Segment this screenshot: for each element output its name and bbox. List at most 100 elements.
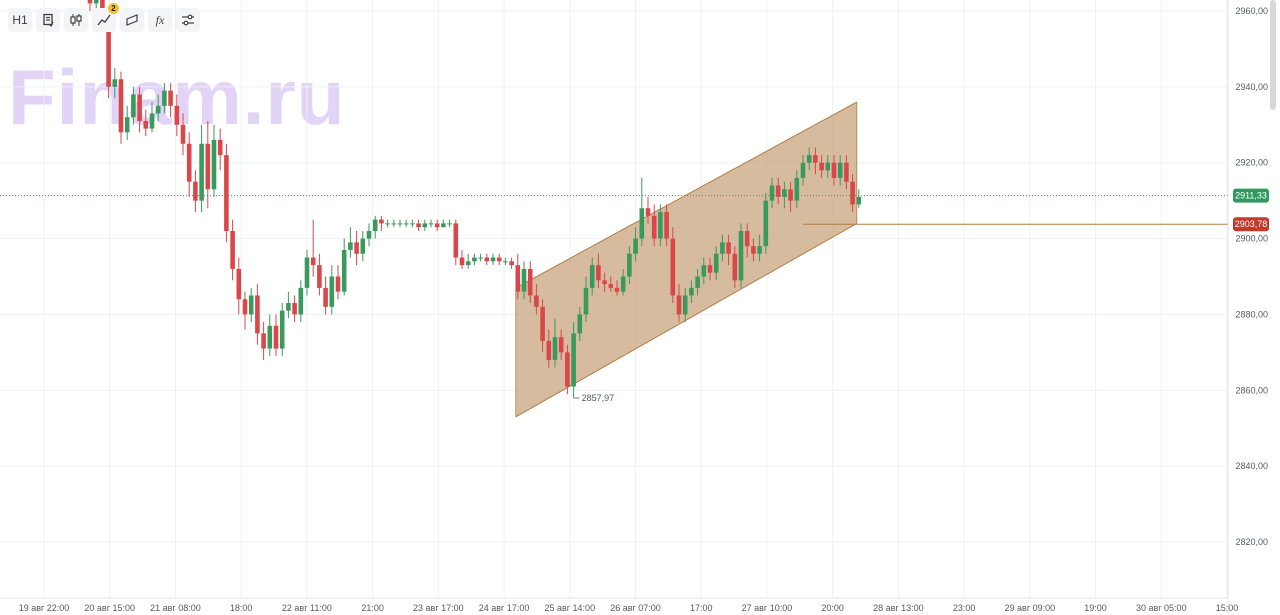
- candle-body: [175, 106, 180, 125]
- candle: [336, 265, 341, 299]
- candle-body: [826, 163, 831, 171]
- candle-body: [113, 79, 118, 87]
- candle: [193, 170, 198, 212]
- x-tick-label: 27 авг 10:00: [742, 603, 793, 613]
- candle-body: [627, 254, 632, 277]
- candle-body: [466, 261, 471, 265]
- instrument-info-button[interactable]: [36, 8, 60, 32]
- interval-button[interactable]: H1: [8, 8, 32, 32]
- current-price-label: 2911,33: [1235, 191, 1267, 201]
- candle-body: [249, 295, 254, 314]
- candle: [144, 110, 149, 137]
- candle: [466, 254, 471, 269]
- candle-body: [547, 341, 552, 360]
- candle: [640, 178, 645, 246]
- candle: [454, 220, 459, 266]
- candle-body: [801, 163, 806, 178]
- candle-body: [416, 223, 421, 227]
- candle-body: [119, 79, 124, 132]
- candle-body: [516, 265, 521, 292]
- candle: [764, 193, 769, 254]
- y-tick-label: 2940,00: [1235, 82, 1268, 92]
- candle: [261, 322, 266, 360]
- candle-body: [144, 121, 149, 129]
- candle-body: [336, 277, 341, 292]
- candle-body: [193, 182, 198, 201]
- candle: [472, 254, 477, 265]
- settings-button[interactable]: [176, 8, 200, 32]
- candle-body: [621, 277, 626, 292]
- candle: [361, 231, 366, 261]
- drawing-tools-button[interactable]: [120, 8, 144, 32]
- candle: [460, 250, 465, 269]
- candle: [404, 220, 409, 228]
- candle: [423, 220, 428, 231]
- candle-body: [708, 265, 713, 273]
- candle-body: [807, 155, 812, 163]
- candle-body: [367, 231, 372, 239]
- x-tick-label: 25 авг 14:00: [544, 603, 595, 613]
- y-tick-label: 2900,00: [1235, 234, 1268, 244]
- candle-body: [714, 254, 719, 273]
- candle: [342, 239, 347, 296]
- indicators-button[interactable]: 2: [92, 8, 116, 32]
- candle-body: [646, 208, 651, 216]
- candle: [311, 220, 316, 277]
- x-tick-label: 20 авг 15:00: [84, 603, 135, 613]
- candle-body: [739, 231, 744, 280]
- candle-body: [255, 295, 260, 333]
- candle: [237, 258, 242, 315]
- candle-body: [94, 0, 99, 3]
- candle: [348, 227, 353, 257]
- chart-type-button[interactable]: [64, 8, 88, 32]
- candle-body: [658, 212, 663, 239]
- candle: [218, 129, 223, 171]
- candle-body: [838, 163, 843, 178]
- x-tick-label: 21:00: [361, 603, 384, 613]
- candle-body: [522, 269, 527, 292]
- candle-body: [857, 197, 862, 205]
- candle-body: [497, 258, 502, 262]
- formula-icon: fx: [156, 13, 165, 28]
- candle-body: [726, 242, 731, 253]
- candle-body: [757, 246, 762, 254]
- candle-body: [615, 288, 620, 292]
- candle-body: [379, 220, 384, 224]
- x-tick-label: 15:00: [1216, 603, 1239, 613]
- candle-body: [243, 299, 248, 314]
- candle-body: [218, 140, 223, 155]
- candle-body: [578, 314, 583, 333]
- candle-body: [361, 239, 366, 254]
- x-tick-label: 26 авг 07:00: [610, 603, 661, 613]
- candle: [410, 220, 415, 228]
- candle: [509, 258, 514, 269]
- candle-body: [224, 155, 229, 231]
- candle-body: [317, 265, 322, 288]
- candle-body: [795, 178, 800, 201]
- formula-button[interactable]: fx: [148, 8, 172, 32]
- candle-body: [844, 163, 849, 182]
- candle-body: [137, 94, 142, 121]
- candle-body: [491, 258, 496, 262]
- candle-body: [323, 288, 328, 307]
- candle-body: [305, 258, 310, 288]
- candle: [268, 314, 273, 356]
- y-tick-label: 2880,00: [1235, 309, 1268, 319]
- candle-body: [664, 212, 669, 239]
- x-tick-label: 29 авг 09:00: [1005, 603, 1056, 613]
- candle: [249, 288, 254, 322]
- candle-body: [683, 295, 688, 314]
- candle-body: [230, 231, 235, 269]
- candle-body: [410, 223, 415, 224]
- candle-body: [640, 208, 645, 238]
- candle-body: [237, 269, 242, 299]
- candle: [571, 322, 576, 398]
- candle-body: [125, 117, 130, 132]
- candle-body: [850, 182, 855, 205]
- candle: [441, 220, 446, 228]
- x-tick-label: 19 авг 22:00: [19, 603, 70, 613]
- candle-body: [813, 155, 818, 163]
- drawing-tools-icon: [125, 13, 139, 27]
- x-tick-label: 28 авг 13:00: [873, 603, 924, 613]
